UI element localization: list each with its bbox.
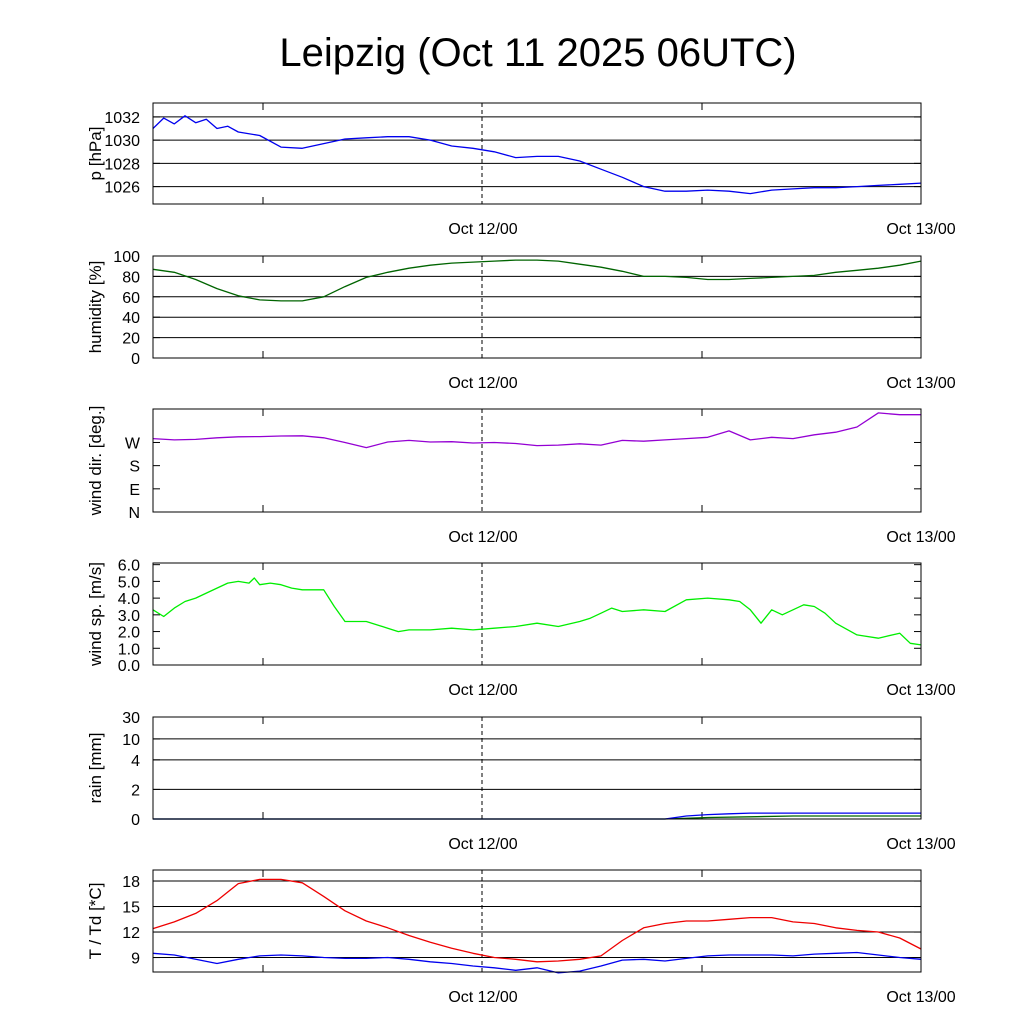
humidity-ytick-label: 40 bbox=[122, 310, 140, 327]
humidity-ytick-label: 20 bbox=[122, 331, 140, 348]
humidity-panel: 0 20 40 60 80 100 Oct 12/00 Oct 13/00 humidity [… bbox=[86, 249, 956, 392]
wind-direction-ytick-label: W bbox=[125, 435, 141, 452]
temperature-xtick-label: Oct 12/00 bbox=[448, 989, 517, 1006]
pressure-series-1 bbox=[152, 115, 922, 195]
pressure-frame bbox=[152, 102, 922, 205]
wind-speed-ytick-label: 4.0 bbox=[118, 591, 140, 608]
wind-speed-ytick-label: 5.0 bbox=[118, 574, 140, 591]
wind-direction-xtick-label: Oct 12/00 bbox=[448, 529, 517, 546]
wind-speed-ytick-label: 2.0 bbox=[118, 625, 140, 642]
humidity-ytick-label: 0 bbox=[131, 351, 140, 368]
pressure-panel: 1026 1028 1030 1032 Oct 12/00 Oct 13/00 p [hPa… bbox=[86, 102, 956, 238]
wind-direction-frame bbox=[152, 408, 922, 513]
pressure-xtick-label: Oct 13/00 bbox=[886, 221, 955, 238]
temperature-series-1 bbox=[152, 878, 922, 963]
humidity-xtick-label: Oct 13/00 bbox=[886, 375, 955, 392]
humidity-ytick-label: 100 bbox=[113, 249, 140, 266]
temperature-series-2 bbox=[152, 951, 922, 974]
temperature-frame bbox=[152, 869, 922, 973]
wind-direction-ytick-label: S bbox=[129, 459, 140, 476]
rain-ytick-label: 0 bbox=[131, 812, 140, 829]
wind-direction-xtick-label: Oct 13/00 bbox=[886, 529, 955, 546]
humidity-frame bbox=[152, 255, 922, 359]
wind-speed-xtick-label: Oct 13/00 bbox=[886, 682, 955, 699]
temperature-ytick-label: 9 bbox=[131, 951, 140, 968]
humidity-ytick-label: 60 bbox=[122, 290, 140, 307]
humidity-ytick-label: 80 bbox=[122, 269, 140, 286]
chart-title: Leipzig (Oct 11 2025 06UTC) bbox=[279, 31, 796, 75]
temperature-xtick-label: Oct 13/00 bbox=[886, 989, 955, 1006]
rain-frame bbox=[152, 716, 922, 820]
wind-direction-ytick-label: E bbox=[129, 482, 140, 499]
temperature-ylabel: T / Td [*C] bbox=[86, 883, 105, 960]
wind-speed-xtick-label: Oct 12/00 bbox=[448, 682, 517, 699]
humidity-ylabel: humidity [%] bbox=[86, 261, 105, 354]
pressure-ytick-label: 1026 bbox=[104, 180, 140, 197]
wind-speed-ytick-label: 3.0 bbox=[118, 608, 140, 625]
wind-speed-frame bbox=[152, 562, 922, 666]
wind-direction-series-1 bbox=[152, 412, 921, 449]
pressure-ytick-label: 1030 bbox=[104, 133, 140, 150]
pressure-ylabel: p [hPa] bbox=[86, 127, 105, 181]
temperature-ytick-label: 12 bbox=[122, 925, 140, 942]
rain-xtick-label: Oct 13/00 bbox=[886, 836, 955, 853]
rain-ytick-label: 10 bbox=[122, 732, 140, 749]
wind-speed-ytick-label: 0.0 bbox=[118, 658, 140, 675]
wind-speed-ytick-label: 6.0 bbox=[118, 558, 140, 575]
pressure-xtick-label: Oct 12/00 bbox=[448, 221, 517, 238]
humidity-xtick-label: Oct 12/00 bbox=[448, 375, 517, 392]
pressure-ytick-label: 1032 bbox=[104, 110, 140, 127]
wind-speed-panel: 0.01.02.03.04.05.06.0 Oct 12/00 Oct 13/00 w… bbox=[86, 558, 956, 699]
temperature-ytick-label: 18 bbox=[122, 874, 140, 891]
wind-direction-ytick-label: N bbox=[128, 505, 140, 522]
rain-ytick-label: 2 bbox=[131, 782, 140, 799]
temperature-panel: 9 12 15 18 Oct 12/00 Oct 13/00 T / Td [*C] bbox=[86, 869, 956, 1006]
rain-panel: 0 2 4 10 30 Oct 12/00 Oct 13/00 rain [mm] bbox=[86, 710, 956, 853]
rain-ytick-label: 4 bbox=[131, 753, 140, 770]
wind-speed-ylabel: wind sp. [m/s] bbox=[86, 562, 105, 667]
temperature-ytick-label: 15 bbox=[122, 900, 140, 917]
rain-ytick-label: 30 bbox=[122, 710, 140, 727]
rain-series-2 bbox=[153, 812, 921, 820]
wind-speed-series-1 bbox=[152, 577, 922, 646]
wind-speed-ytick-label: 1.0 bbox=[118, 641, 140, 658]
pressure-ytick-label: 1028 bbox=[104, 156, 140, 173]
rain-ylabel: rain [mm] bbox=[86, 733, 105, 804]
wind-direction-ylabel: wind dir. [deg.] bbox=[86, 406, 105, 517]
rain-xtick-label: Oct 12/00 bbox=[448, 836, 517, 853]
humidity-series-1 bbox=[152, 259, 922, 302]
